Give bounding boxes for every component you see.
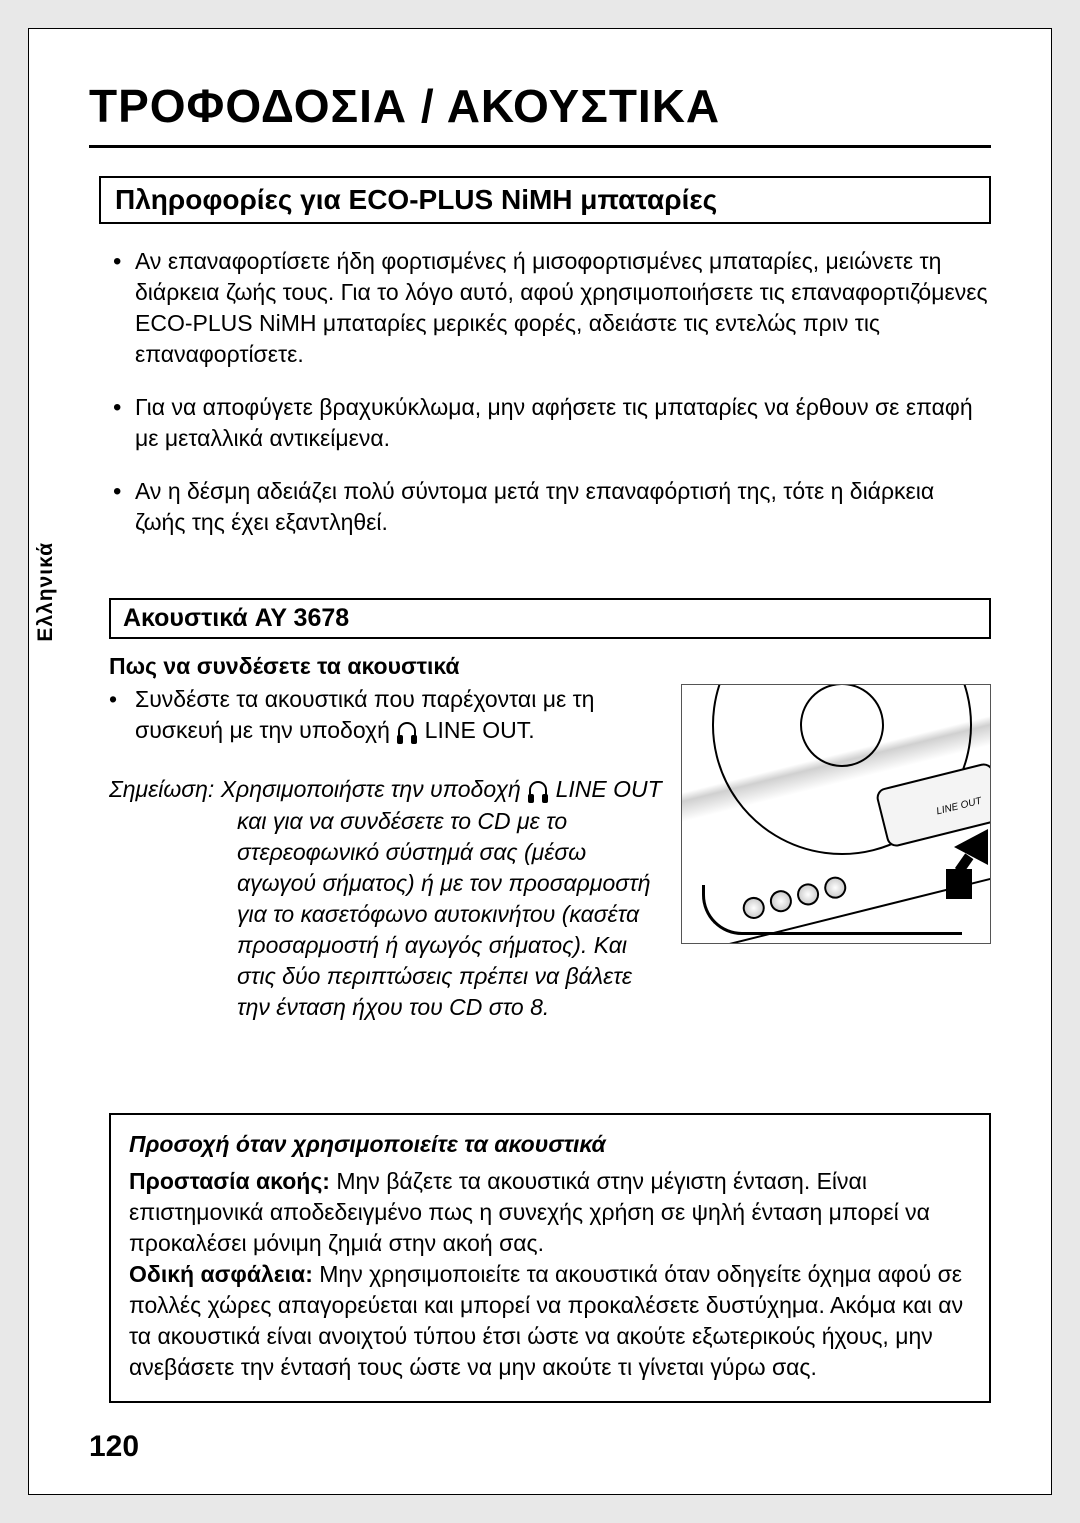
bullet-item: Αν επαναφορτίσετε ήδη φορτισμένες ή μισο… [109, 246, 991, 370]
section-heading-2: Ακουστικά AY 3678 [123, 604, 977, 633]
connect-socket: LINE OUT. [418, 717, 534, 743]
device-illustration: LINE OUT [681, 684, 991, 944]
connect-row: • Συνδέστε τα ακουστικά που παρέχονται μ… [109, 684, 991, 1022]
caution-p1-label: Προστασία ακοής: [129, 1168, 330, 1194]
caution-p2-label: Οδική ασφάλεια: [129, 1261, 313, 1287]
connect-text-block: • Συνδέστε τα ακουστικά που παρέχονται μ… [109, 684, 665, 1022]
note-block: Σημείωση: Χρησιμοποιήστε την υποδοχή LIN… [109, 774, 665, 1022]
note-l1a: Χρησιμοποιήστε την υποδοχή [221, 776, 527, 802]
bullet-item: Αν η δέσμη αδειάζει πολύ σύντομα μετά τη… [109, 476, 991, 538]
caution-paragraph-1: Προστασία ακοής: Μην βάζετε τα ακουστικά… [129, 1166, 971, 1259]
headphone-icon [529, 781, 547, 799]
note-line1: Χρησιμοποιήστε την υποδοχή LINE OUT [221, 776, 662, 802]
battery-bullet-list: Αν επαναφορτίσετε ήδη φορτισμένες ή μισο… [109, 246, 991, 538]
note-rest: και για να συνδέσετε το CD με το στερεοφ… [237, 806, 665, 1023]
section-battery-info: Πληροφορίες για ECO-PLUS NiMH μπαταρίες [99, 176, 991, 224]
language-tab: Ελληνικά [34, 542, 58, 642]
bullet-item: Για να αποφύγετε βραχυκύκλωμα, μην αφήσε… [109, 392, 991, 454]
caution-box: Προσοχή όταν χρησιμοποιείτε τα ακουστικά… [109, 1113, 991, 1403]
note-l1b: LINE OUT [549, 776, 661, 802]
bullet-dot: • [109, 684, 135, 746]
caution-paragraph-2: Οδική ασφάλεια: Μην χρησιμοποιείτε τα ακ… [129, 1259, 971, 1383]
caution-title: Προσοχή όταν χρησιμοποιείτε τα ακουστικά [129, 1129, 971, 1160]
manual-page: ΤΡΟΦΟΔΟΣΙΑ / ΑΚΟΥΣΤΙΚΑ Πληροφορίες για E… [28, 28, 1052, 1495]
note-label: Σημείωση: [109, 776, 214, 802]
cable-line [702, 885, 962, 935]
headphone-icon [398, 722, 416, 740]
page-number: 120 [89, 1430, 139, 1464]
section-heading-1: Πληροφορίες για ECO-PLUS NiMH μπαταρίες [115, 184, 975, 216]
connect-subheading: Πως να συνδέσετε τα ακουστικά [109, 653, 991, 680]
section-headphones: Ακουστικά AY 3678 [109, 598, 991, 639]
page-title: ΤΡΟΦΟΔΟΣΙΑ / ΑΚΟΥΣΤΙΚΑ [89, 79, 991, 148]
connect-instruction: Συνδέστε τα ακουστικά που παρέχονται με … [135, 684, 665, 746]
